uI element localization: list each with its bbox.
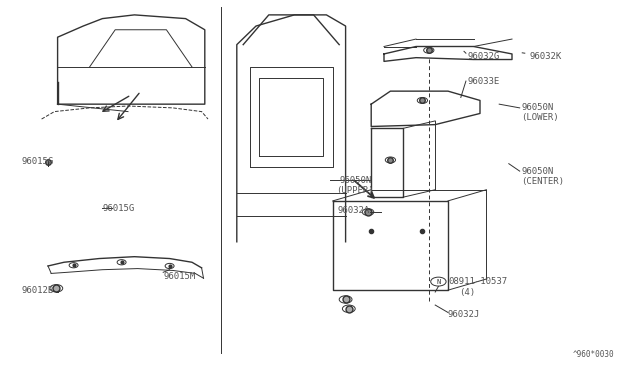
Text: 96015M: 96015M	[163, 272, 195, 280]
Text: 96032K: 96032K	[530, 52, 562, 61]
Text: 96050N: 96050N	[522, 103, 554, 112]
Text: 96032G: 96032G	[467, 52, 499, 61]
Text: (CENTER): (CENTER)	[522, 177, 564, 186]
Text: 96015G: 96015G	[21, 157, 53, 166]
Text: (4): (4)	[460, 288, 476, 296]
Text: 96050N: 96050N	[339, 176, 371, 185]
Text: 96015G: 96015G	[102, 204, 134, 213]
Text: (UPPER): (UPPER)	[337, 186, 374, 195]
Text: (LOWER): (LOWER)	[522, 113, 559, 122]
Text: 96032J: 96032J	[448, 310, 480, 319]
Text: 08911-10537: 08911-10537	[448, 277, 507, 286]
Text: ^960*0030: ^960*0030	[573, 350, 614, 359]
Text: N: N	[436, 279, 440, 285]
Text: 96012B: 96012B	[21, 286, 53, 295]
Text: 96032A: 96032A	[338, 206, 370, 215]
Text: 96050N: 96050N	[522, 167, 554, 176]
Text: 96033E: 96033E	[467, 77, 499, 86]
